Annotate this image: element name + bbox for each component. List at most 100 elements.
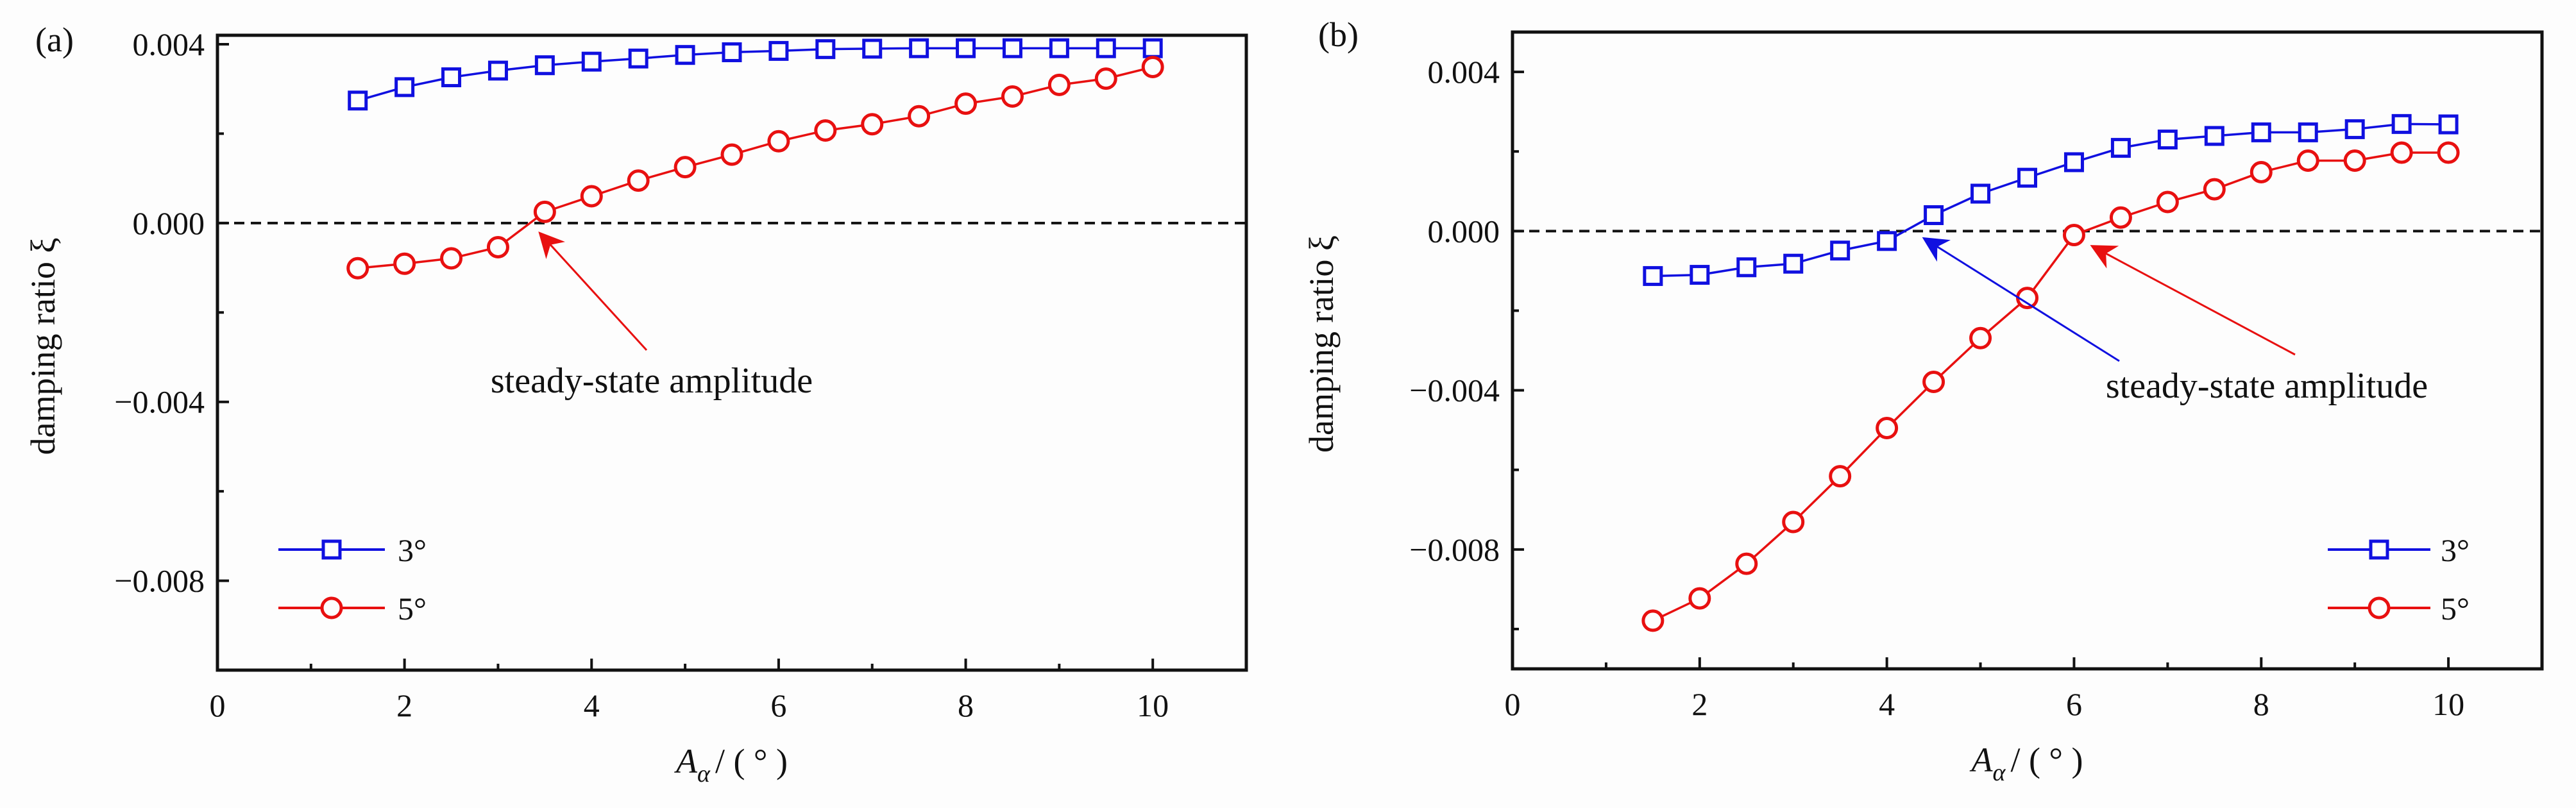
data-point-circle	[908, 105, 931, 128]
data-point-square	[348, 90, 368, 111]
y-tick-label: 0.000	[133, 205, 205, 241]
y-tick-label: −0.004	[114, 384, 205, 420]
data-point-square	[2017, 167, 2037, 188]
legend-entry: 3°	[2328, 532, 2470, 568]
legend-entry: 5°	[278, 591, 427, 627]
data-point-circle	[2296, 149, 2319, 172]
data-point-square	[2298, 122, 2318, 142]
data-point-square	[2063, 152, 2084, 173]
legend-marker-circle	[320, 596, 343, 619]
data-point-circle	[674, 156, 697, 179]
data-point-circle	[486, 235, 509, 258]
annotation-text: steady-state amplitude	[491, 361, 813, 401]
x-tick-label: 6	[2066, 686, 2082, 722]
series-line	[357, 65, 1153, 269]
legend-marker-circle	[2368, 596, 2391, 619]
data-point-circle	[720, 143, 743, 166]
x-axis-label: Aα / ( ° )	[674, 742, 788, 787]
x-axis-label-subscript: α	[1992, 759, 2006, 786]
data-point-square	[581, 51, 602, 72]
x-tick-label: 10	[2432, 686, 2464, 722]
data-point-square	[2204, 126, 2224, 146]
data-point-square	[2438, 114, 2459, 135]
data-point-square	[722, 42, 742, 62]
legend-label: 5°	[398, 591, 427, 627]
data-point-square	[2391, 114, 2412, 134]
y-tick-label: −0.008	[1409, 532, 1500, 568]
annotation-arrow-blue	[1922, 237, 2120, 362]
data-point-circle	[2437, 141, 2460, 164]
x-tick-label: 2	[1691, 686, 1707, 722]
data-point-square	[1690, 265, 1710, 285]
panel-label: (b)	[1318, 15, 1359, 54]
data-point-square	[1049, 38, 1069, 58]
series-3deg	[1643, 114, 2459, 286]
x-tick-label: 4	[1879, 686, 1895, 722]
data-point-circle	[954, 92, 978, 115]
data-point-square	[956, 38, 976, 58]
data-point-circle	[2062, 224, 2085, 247]
x-tick-label: 0	[210, 687, 226, 723]
data-point-circle	[767, 130, 790, 153]
legend-marker-square	[321, 539, 342, 560]
annotation-arrow-red	[538, 231, 648, 351]
chart-panel-b: (b) 0 2 4 6 8 10 0.004 0.000 −0.004 −0.008 Aα / ( ° …	[1302, 15, 2544, 786]
data-point-circle	[1688, 587, 1711, 610]
x-axis-label-subscript: α	[697, 761, 711, 787]
legend-entry: 5°	[2328, 591, 2470, 627]
data-point-circle	[533, 200, 556, 223]
data-point-circle	[1782, 510, 1805, 534]
data-point-square	[1783, 253, 1804, 274]
series-3deg	[348, 38, 1163, 111]
y-tick-label: 0.000	[1428, 213, 1500, 249]
series-5deg	[1641, 141, 2460, 632]
x-tick-label: 2	[396, 687, 412, 723]
data-point-circle	[2250, 160, 2273, 183]
plot-frame	[216, 33, 1248, 672]
legend-label: 5°	[2441, 591, 2470, 627]
series-5deg	[346, 56, 1164, 280]
data-point-circle	[1969, 326, 1992, 349]
chart-panel-a: (a) 0 2 4 6 8 10 0.004 0.000 −0.004 −0.008 Aα / ( ° …	[24, 21, 1248, 787]
data-point-square	[534, 55, 555, 76]
data-point-square	[1830, 240, 1851, 261]
data-point-circle	[1094, 67, 1117, 90]
x-axis-label-unit: / ( ° )	[715, 742, 788, 780]
data-point-square	[1142, 38, 1163, 58]
x-tick-label: 4	[584, 687, 600, 723]
legend-label: 3°	[2441, 532, 2470, 568]
plot-frame	[1511, 30, 2544, 671]
y-tick-label: 0.004	[1428, 54, 1500, 90]
series-line	[357, 47, 1153, 102]
data-point-square	[675, 45, 695, 65]
data-point-square	[2344, 119, 2365, 139]
data-point-square	[487, 60, 508, 81]
legend-marker-square	[2369, 539, 2389, 560]
data-point-square	[862, 38, 883, 59]
data-point-circle	[861, 113, 884, 136]
x-tick-label: 6	[770, 687, 786, 723]
data-point-square	[1970, 183, 1991, 204]
y-tick-label: −0.008	[114, 563, 205, 599]
data-point-square	[441, 67, 462, 88]
data-point-circle	[1735, 552, 1758, 575]
y-tick-label: −0.004	[1409, 373, 1500, 408]
data-point-square	[1096, 38, 1116, 58]
data-point-square	[909, 38, 929, 58]
x-tick-label: 10	[1137, 687, 1169, 723]
data-point-circle	[346, 257, 369, 280]
y-tick-label: 0.004	[133, 26, 205, 62]
data-point-square	[1643, 265, 1663, 286]
legend-label: 3°	[398, 532, 427, 568]
x-axis-label-unit: / ( ° )	[2010, 741, 2083, 779]
data-point-square	[768, 40, 789, 61]
series-line	[1652, 122, 2449, 278]
x-tick-label: 8	[2253, 686, 2269, 722]
y-axis-label: damping ratio ξ	[24, 237, 62, 455]
data-point-circle	[1141, 56, 1164, 78]
data-point-circle	[2390, 141, 2413, 164]
data-point-circle	[393, 252, 416, 275]
data-point-square	[1924, 205, 1944, 225]
data-point-square	[1877, 231, 1897, 251]
